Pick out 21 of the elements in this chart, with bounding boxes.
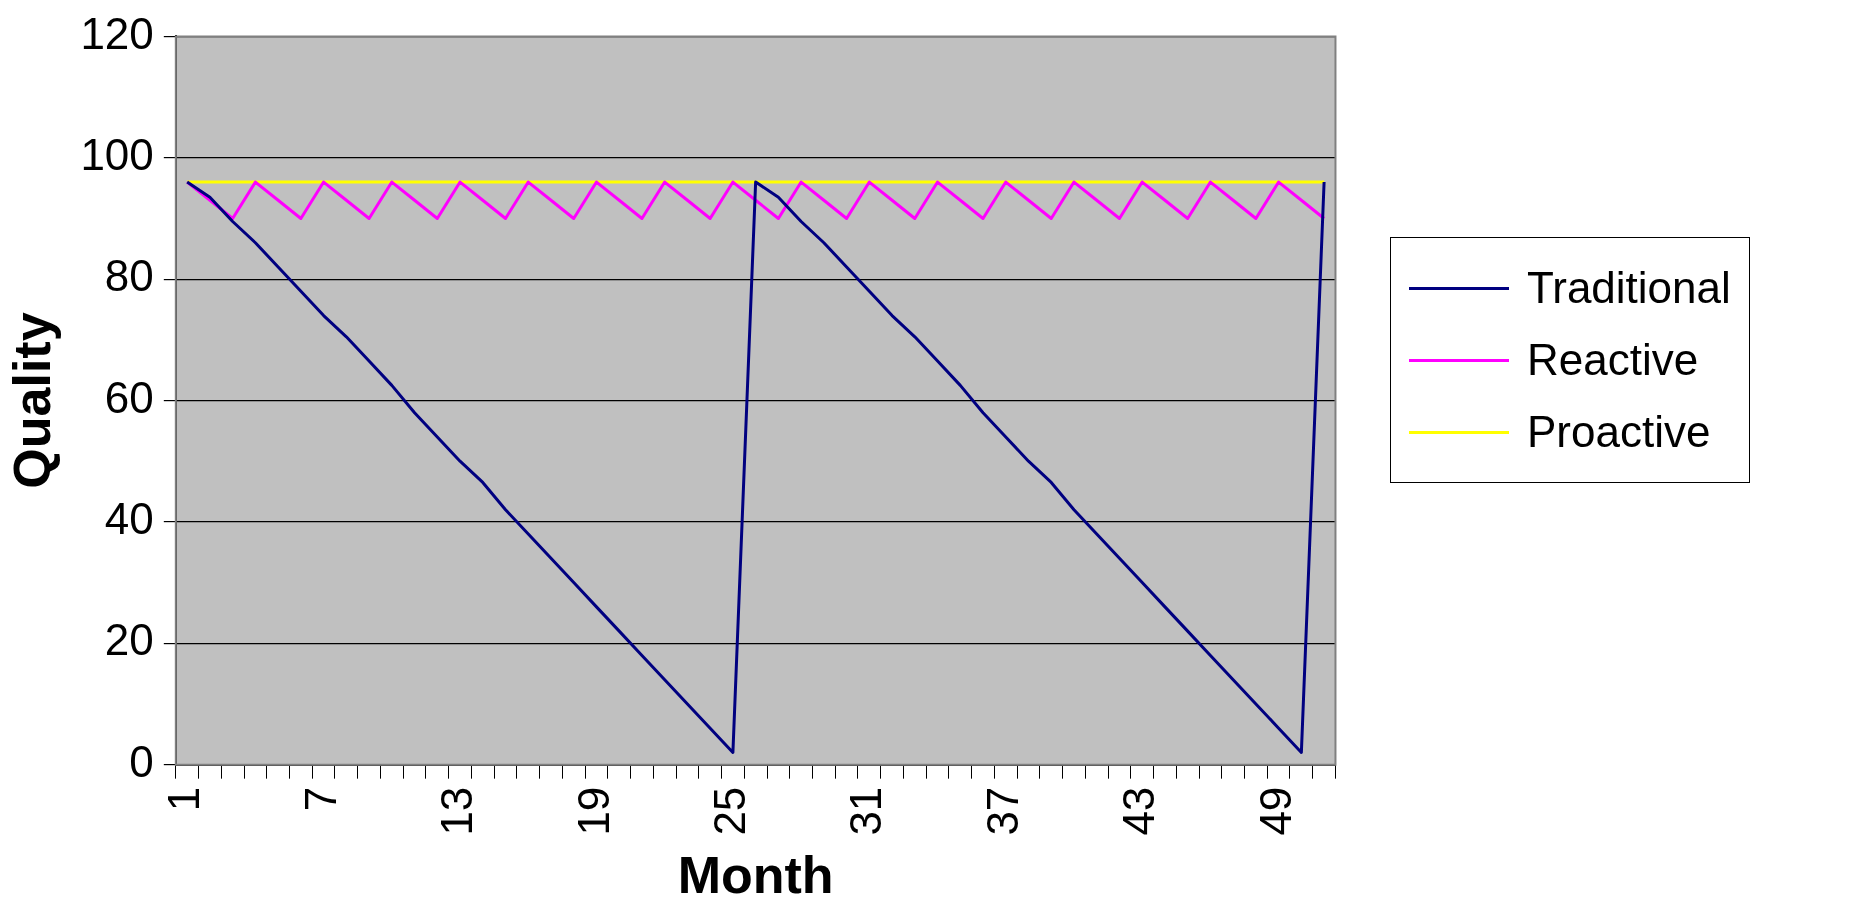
x-tick-label: 37 — [977, 786, 1027, 836]
x-tick-label: 1 — [159, 786, 209, 812]
x-axis-title: Month — [677, 846, 834, 905]
x-tick-label: 31 — [841, 786, 891, 836]
y-tick-label: 120 — [80, 8, 154, 58]
x-tick-label: 25 — [705, 786, 755, 836]
legend-label: Reactive — [1527, 334, 1699, 386]
x-tick-label: 43 — [1114, 786, 1164, 836]
y-tick-label: 20 — [104, 615, 154, 665]
y-tick-label: 80 — [104, 251, 154, 301]
x-tick-label: 7 — [295, 786, 345, 812]
x-tick-label: 19 — [568, 786, 618, 836]
y-axis-title: Quality — [2, 312, 61, 489]
y-tick-label: 40 — [104, 494, 154, 544]
x-tick-label: 13 — [432, 786, 482, 836]
y-tick-label: 100 — [80, 129, 154, 179]
legend-label: Traditional — [1527, 262, 1731, 314]
y-tick-label: 0 — [129, 736, 154, 786]
y-tick-label: 60 — [104, 372, 154, 422]
x-tick-label: 49 — [1250, 786, 1300, 836]
legend-label: Proactive — [1527, 406, 1711, 458]
